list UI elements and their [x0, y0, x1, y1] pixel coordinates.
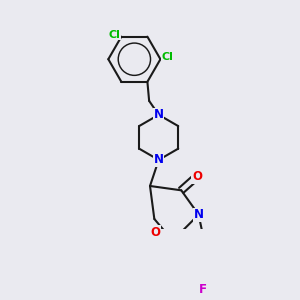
Text: Cl: Cl — [109, 30, 120, 40]
Text: O: O — [150, 226, 160, 238]
Text: N: N — [194, 208, 204, 221]
Text: Cl: Cl — [161, 52, 173, 62]
Text: N: N — [154, 153, 164, 167]
Text: F: F — [199, 283, 207, 296]
Text: O: O — [192, 170, 202, 183]
Text: N: N — [154, 108, 164, 121]
